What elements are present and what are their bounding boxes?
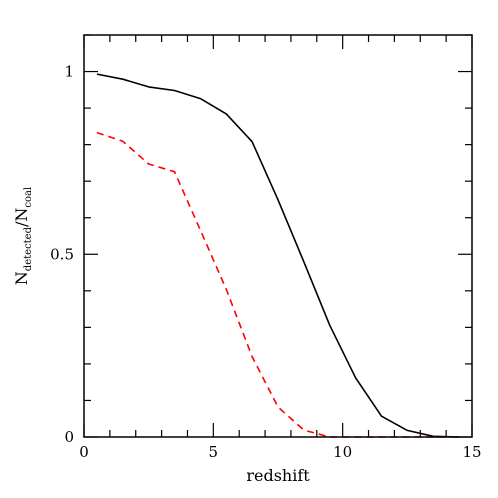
x-axis-title: redshift	[246, 466, 310, 485]
y-tick-label: 1	[64, 63, 74, 81]
series-layer	[96, 73, 460, 438]
y-axis-title: Ndetected/Ncoal	[12, 187, 34, 285]
x-tick-label: 0	[79, 443, 89, 461]
x-tick-label: 15	[462, 443, 481, 461]
y-axis-title-sub2: coal	[23, 187, 34, 208]
x-tick-label: 10	[333, 443, 352, 461]
x-tick-label: 5	[209, 443, 219, 461]
y-tick-label: 0	[64, 428, 74, 446]
y-axis-title-n1: N	[12, 271, 31, 285]
black-solid-series-line	[96, 73, 460, 438]
red-dashed-series-line	[96, 131, 460, 438]
y-axis-title-sub1: detected	[23, 226, 34, 271]
y-axis-title-sep: /	[12, 221, 31, 227]
plot-frame	[83, 34, 473, 438]
ticks-layer	[83, 34, 473, 438]
y-tick-label: 0.5	[50, 245, 74, 263]
tick-labels-layer: 0 5 10 15 0 0.5 1	[50, 63, 481, 461]
y-axis-title-n2: N	[12, 208, 31, 222]
